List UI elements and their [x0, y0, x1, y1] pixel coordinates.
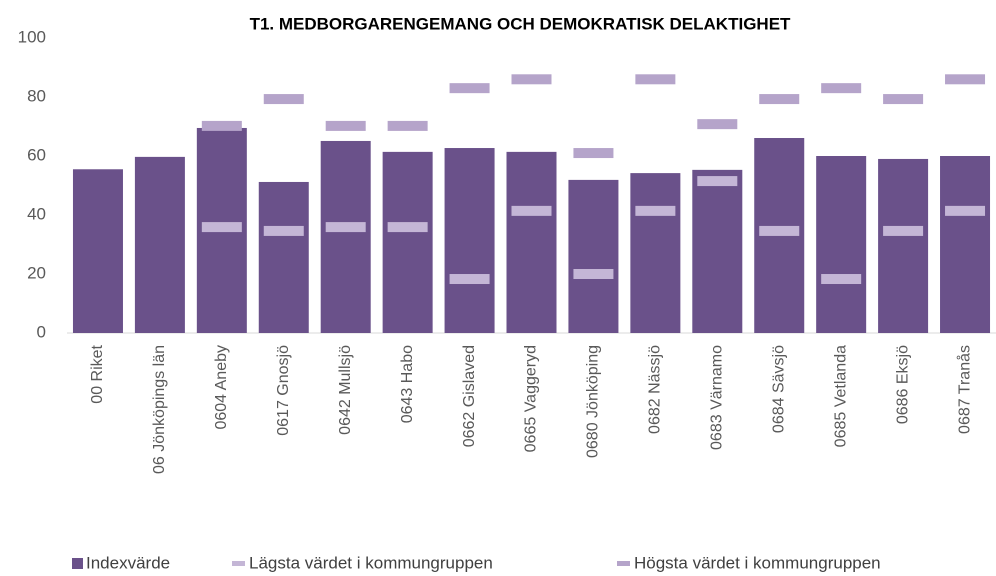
max-marker — [449, 83, 490, 94]
x-tick-label: 0643 Habo — [399, 345, 416, 423]
legend-label: Lägsta värdet i kommungruppen — [249, 553, 493, 572]
x-tick-label: 0604 Aneby — [213, 345, 230, 430]
x-tick-label: 00 Riket — [89, 344, 106, 403]
x-tick-label: 06 Jönköpings län — [151, 345, 168, 474]
y-tick-label: 0 — [37, 322, 46, 341]
min-marker — [821, 274, 862, 285]
legend-swatch — [617, 561, 630, 566]
y-tick-label: 80 — [27, 86, 46, 105]
bar — [134, 156, 185, 333]
max-marker — [201, 120, 242, 131]
max-marker — [511, 74, 552, 85]
x-tick-label: 0685 Vetlanda — [832, 345, 849, 447]
legend-label: Indexvärde — [86, 553, 170, 572]
max-marker — [325, 120, 366, 131]
x-tick-label: 0680 Jönköping — [585, 345, 602, 458]
min-marker — [883, 225, 924, 236]
min-marker — [449, 274, 490, 285]
x-tick-label: 0683 Värnamo — [709, 345, 726, 450]
max-marker — [759, 94, 800, 105]
max-marker — [387, 120, 428, 131]
bar — [72, 169, 123, 333]
bar — [320, 140, 371, 333]
x-tick-label: 0662 Gislaved — [461, 345, 478, 447]
bar — [382, 151, 433, 333]
max-marker — [263, 94, 304, 105]
max-marker — [573, 148, 614, 159]
bar — [258, 181, 309, 333]
x-tick-label: 0642 Mullsjö — [337, 345, 354, 435]
bar — [568, 179, 619, 333]
bar — [692, 169, 743, 333]
max-marker — [635, 74, 676, 85]
x-tick-label: 0617 Gnosjö — [275, 345, 292, 436]
max-marker — [697, 119, 738, 130]
bar — [506, 151, 557, 333]
min-marker — [635, 205, 676, 216]
legend-label: Högsta värdet i kommungruppen — [634, 553, 881, 572]
x-tick-label: 0686 Eksjö — [894, 345, 911, 424]
max-marker — [821, 83, 862, 94]
legend-swatch — [232, 561, 245, 566]
chart-title: T1. MEDBORGARENGEMANG OCH DEMOKRATISK DE… — [250, 14, 791, 33]
y-tick-label: 20 — [27, 263, 46, 282]
bar — [878, 158, 929, 333]
min-marker — [759, 225, 800, 236]
x-tick-label: 0687 Tranås — [955, 345, 973, 434]
bar — [816, 156, 867, 333]
bar — [630, 173, 681, 333]
x-tick-label: 0665 Vaggeryd — [523, 345, 540, 452]
min-marker — [325, 222, 366, 233]
bar — [940, 156, 991, 333]
y-tick-label: 100 — [18, 27, 46, 46]
y-tick-label: 60 — [27, 145, 46, 164]
y-tick-label: 40 — [27, 204, 46, 223]
bar — [444, 148, 495, 333]
min-marker — [201, 222, 242, 233]
x-tick-label: 0684 Sävsjö — [770, 345, 787, 433]
x-tick-label: 0682 Nässjö — [647, 345, 664, 434]
legend-swatch — [72, 558, 83, 569]
min-marker — [387, 222, 428, 233]
max-marker — [883, 94, 924, 105]
max-marker — [945, 74, 986, 85]
min-marker — [263, 225, 304, 236]
min-marker — [511, 205, 552, 216]
min-marker — [697, 176, 738, 187]
min-marker — [573, 269, 614, 279]
min-marker — [945, 205, 986, 216]
